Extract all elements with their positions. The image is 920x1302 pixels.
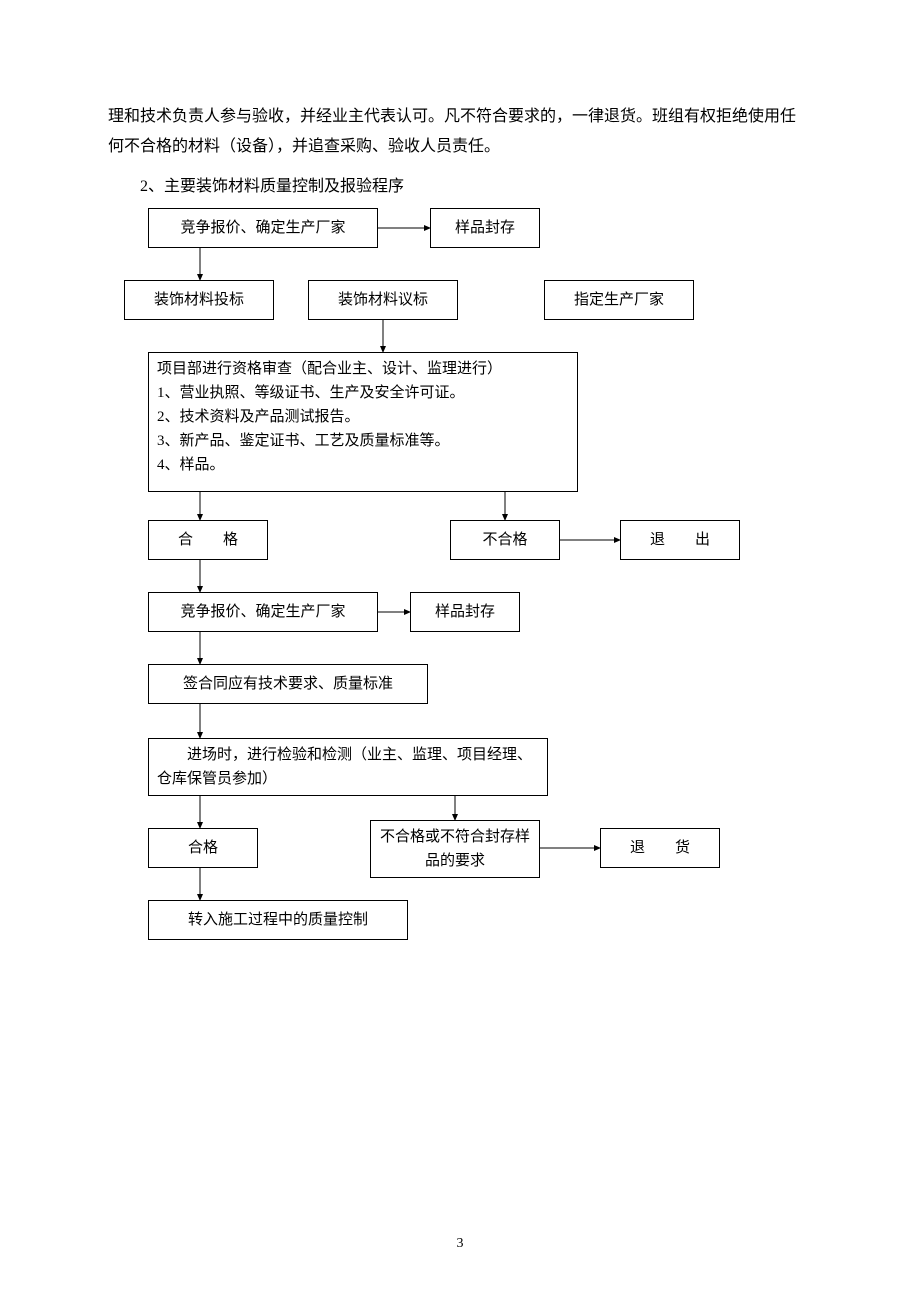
- intro-line-1: 理和技术负责人参与验收，并经业主代表认可。凡不符合要求的，一律退货。班组有权拒绝…: [108, 102, 818, 132]
- flowchart-node-n14: 合格: [148, 828, 258, 868]
- flowchart-node-n17: 转入施工过程中的质量控制: [148, 900, 408, 940]
- intro-line-2: 何不合格的材料（设备），并追查采购、验收人员责任。: [108, 132, 500, 162]
- flowchart-node-n7: 合 格: [148, 520, 268, 560]
- flowchart-node-n11: 样品封存: [410, 592, 520, 632]
- page-number: 3: [0, 1236, 920, 1252]
- flowchart-node-n5: 指定生产厂家: [544, 280, 694, 320]
- flowchart-node-n9: 退 出: [620, 520, 740, 560]
- flowchart-node-n2: 样品封存: [430, 208, 540, 248]
- page: 理和技术负责人参与验收，并经业主代表认可。凡不符合要求的，一律退货。班组有权拒绝…: [0, 0, 920, 1302]
- flowchart-node-n6: 项目部进行资格审查（配合业主、设计、监理进行） 1、营业执照、等级证书、生产及安…: [148, 352, 578, 492]
- flowchart-node-n16: 退 货: [600, 828, 720, 868]
- flowchart-node-n12: 签合同应有技术要求、质量标准: [148, 664, 428, 704]
- section-heading: 2、主要装饰材料质量控制及报验程序: [140, 172, 404, 202]
- flowchart-node-n3: 装饰材料投标: [124, 280, 274, 320]
- flowchart-node-n8: 不合格: [450, 520, 560, 560]
- flowchart-node-n10: 竞争报价、确定生产厂家: [148, 592, 378, 632]
- flowchart-node-n13: 进场时，进行检验和检测（业主、监理、项目经理、仓库保管员参加）: [148, 738, 548, 796]
- flowchart-node-n15: 不合格或不符合封存样品的要求: [370, 820, 540, 878]
- flowchart-edges: [0, 0, 920, 1302]
- flowchart-node-n4: 装饰材料议标: [308, 280, 458, 320]
- flowchart-node-n1: 竞争报价、确定生产厂家: [148, 208, 378, 248]
